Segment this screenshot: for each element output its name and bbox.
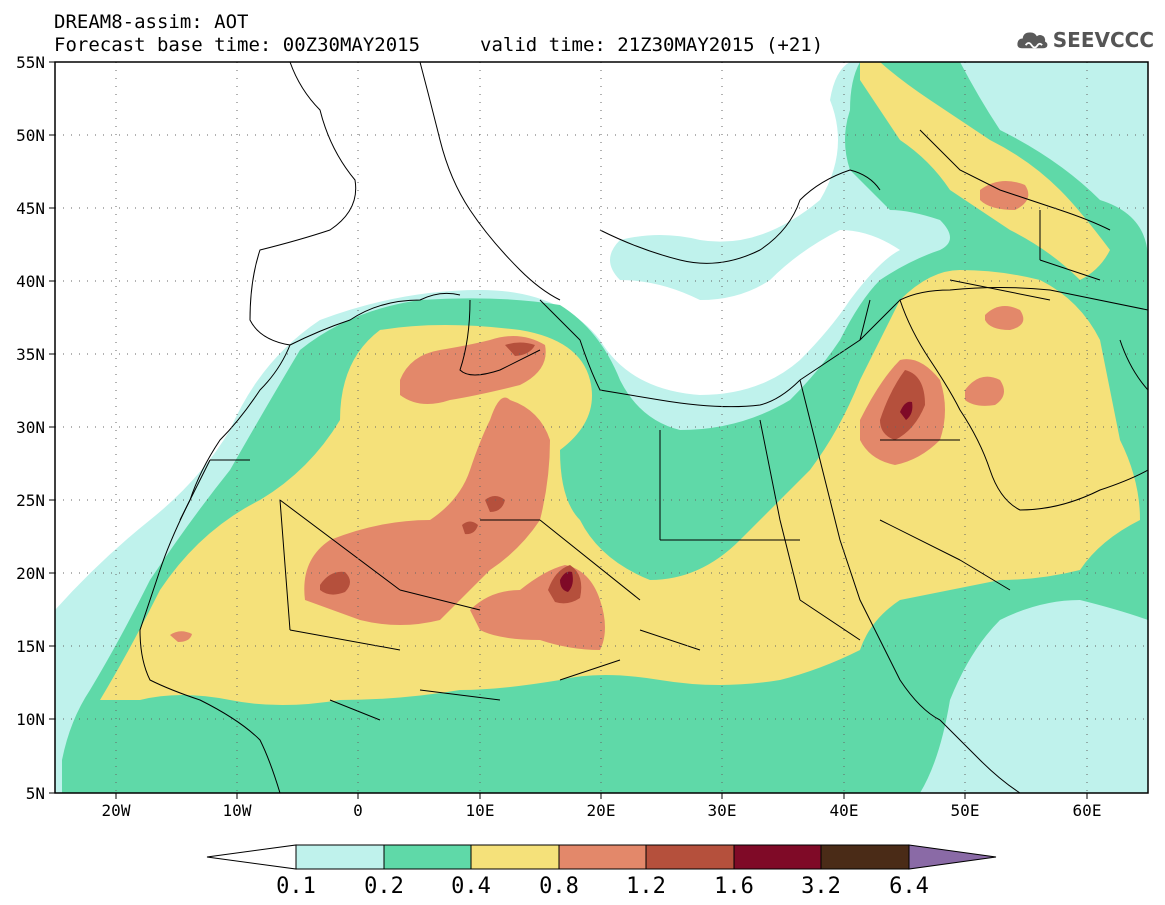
- lat-label: 30N: [16, 418, 45, 437]
- lon-label: 20W: [102, 801, 131, 820]
- axis-ticks: [49, 61, 1088, 799]
- lat-label: 20N: [16, 564, 45, 583]
- valid-time: valid time: 21Z30MAY2015 (+21): [480, 34, 824, 56]
- aot-level-1.2: [320, 342, 925, 604]
- colorbar-label: 0.8: [539, 874, 579, 899]
- colorbar-segment: [645, 844, 735, 870]
- colorbar-segment: [383, 844, 472, 870]
- colorbar-segment: [558, 844, 647, 870]
- aot-level-0.8: [170, 181, 1029, 650]
- lat-label: 15N: [16, 637, 45, 656]
- colorbar-segment: [820, 844, 910, 870]
- colorbar-label: 6.4: [889, 874, 929, 899]
- lat-label: 35N: [16, 345, 45, 364]
- colorbar-label: 0.4: [451, 874, 491, 899]
- forecast-base-time: Forecast base time: 00Z30MAY2015: [54, 34, 421, 56]
- lon-label: 30E: [708, 801, 737, 820]
- colorbar-label: 3.2: [801, 874, 841, 899]
- colorbar-label: 1.2: [626, 874, 666, 899]
- aot-contours: [55, 62, 1148, 793]
- colorbar-segment: [733, 844, 822, 870]
- lon-label: 50E: [951, 801, 980, 820]
- lon-label: 10E: [466, 801, 495, 820]
- lat-label: 50N: [16, 126, 45, 145]
- seevccc-logo: SEEVCCC: [1016, 24, 1154, 56]
- lat-label: 25N: [16, 491, 45, 510]
- colorbar-right-arrow: [908, 844, 997, 870]
- lon-label: 20E: [587, 801, 616, 820]
- lat-label: 55N: [16, 53, 45, 72]
- cloud-icon: [1017, 32, 1048, 49]
- colorbar-segment: [470, 844, 560, 870]
- map-title: DREAM8-assim: AOT: [54, 11, 249, 33]
- lon-label: 0: [353, 801, 363, 820]
- aot-level-1.6: [560, 401, 913, 592]
- coastlines: [139, 62, 1148, 793]
- lon-labels: 20W 10W 0 10E 20E 30E 40E 50E 60E: [102, 801, 1102, 820]
- colorbar-segment: [295, 844, 385, 870]
- lat-label: 40N: [16, 272, 45, 291]
- lat-label: 5N: [26, 784, 45, 803]
- lon-label: 40E: [830, 801, 859, 820]
- colorbar: 0.1 0.2 0.4 0.8 1.2 1.6 3.2 6.4: [206, 844, 997, 899]
- lat-labels: 55N 50N 45N 40N 35N 30N 25N 20N 15N 10N …: [16, 53, 45, 803]
- colorbar-left-arrow: [206, 844, 297, 870]
- lat-label: 45N: [16, 199, 45, 218]
- lon-label: 10W: [223, 801, 252, 820]
- colorbar-label: 1.6: [714, 874, 754, 899]
- colorbar-label: 0.1: [276, 874, 316, 899]
- logo-text: SEEVCCC: [1052, 28, 1154, 52]
- lat-label: 10N: [16, 710, 45, 729]
- colorbar-label: 0.2: [364, 874, 404, 899]
- lon-label: 60E: [1073, 801, 1102, 820]
